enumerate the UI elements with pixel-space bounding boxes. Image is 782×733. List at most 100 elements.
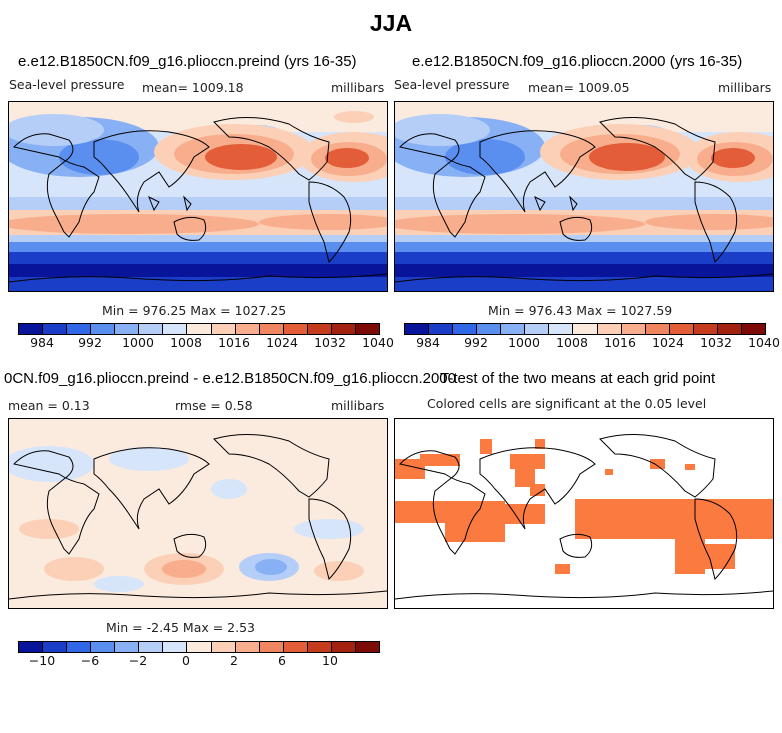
panel1-map (8, 101, 388, 292)
colorbar-cell (259, 324, 284, 334)
colorbar-cell (187, 324, 212, 334)
colorbar-tick-label: 6 (278, 653, 286, 668)
panel3-colorbar (18, 641, 380, 653)
panel2-map-svg (395, 102, 773, 291)
colorbar-cell (19, 642, 44, 652)
panel2-colorbar (404, 323, 766, 335)
panel2-units: millibars (718, 80, 772, 95)
colorbar-tick-label: 1008 (556, 335, 588, 350)
colorbar-tick-label: 1032 (314, 335, 346, 350)
colorbar-cell (283, 324, 308, 334)
panel4-title: T-test of the two means at each grid poi… (440, 370, 716, 387)
panel2-colorbar-labels: 984 992 1000 1008 1016 1024 1032 1040 (404, 335, 780, 351)
colorbar-cell (139, 642, 164, 652)
colorbar-cell (307, 324, 332, 334)
colorbar-tick-label: 10 (322, 653, 338, 668)
significant-cells (395, 439, 773, 574)
panel2-mean: mean= 1009.05 (528, 80, 630, 95)
panel1-minmax: Min = 976.25 Max = 1027.25 (102, 303, 287, 318)
panel2-map (394, 101, 774, 292)
panel3-mean: mean = 0.13 (8, 398, 90, 413)
colorbar-tick-label: 1016 (604, 335, 636, 350)
panel3-map-svg (9, 419, 387, 608)
colorbar-cell (235, 324, 260, 334)
colorbar-tick-label: 1032 (700, 335, 732, 350)
panel2-minmax: Min = 976.43 Max = 1027.59 (488, 303, 673, 318)
panel3-title: 0CN.f09_g16.plioccn.preind - e.e12.B1850… (4, 370, 456, 387)
colorbar-cell (19, 324, 44, 334)
colorbar-cell (67, 642, 92, 652)
colorbar-cell (669, 324, 694, 334)
colorbar-cell (91, 324, 116, 334)
colorbar-tick-label: 992 (464, 335, 488, 350)
panel3-minmax: Min = -2.45 Max = 2.53 (106, 620, 256, 635)
colorbar-cell (187, 642, 212, 652)
colorbar-cell (163, 642, 188, 652)
panel4-subtitle: Colored cells are significant at the 0.0… (427, 396, 707, 411)
panel1-title: e.e12.B1850CN.f09_g16.plioccn.preind (yr… (18, 53, 357, 70)
panel1-mean: mean= 1009.18 (142, 80, 244, 95)
colorbar-cell (429, 324, 454, 334)
colorbar-cell (307, 642, 332, 652)
panel1-colorbar (18, 323, 380, 335)
colorbar-cell (355, 642, 379, 652)
colorbar-cell (477, 324, 502, 334)
panel1-units: millibars (331, 80, 385, 95)
colorbar-cell (67, 324, 92, 334)
panel4-map (394, 418, 774, 609)
panel2-variable: Sea-level pressure (394, 77, 510, 92)
panel4-map-svg (395, 419, 773, 608)
colorbar-tick-label: 1024 (652, 335, 684, 350)
colorbar-cell (597, 324, 622, 334)
panel1-variable: Sea-level pressure (9, 77, 125, 92)
colorbar-tick-label: 992 (78, 335, 102, 350)
colorbar-cell (453, 324, 478, 334)
colorbar-cell (283, 642, 308, 652)
colorbar-tick-label: −2 (128, 653, 148, 668)
colorbar-tick-label: 1008 (170, 335, 202, 350)
colorbar-cell (573, 324, 598, 334)
colorbar-cell (331, 324, 356, 334)
colorbar-cell (331, 642, 356, 652)
colorbar-cell (525, 324, 550, 334)
colorbar-cell (91, 642, 116, 652)
colorbar-tick-label: 0 (182, 653, 190, 668)
colorbar-tick-label: 2 (230, 653, 238, 668)
colorbar-cell (741, 324, 765, 334)
panel1-map-svg (9, 102, 387, 291)
colorbar-cell (235, 642, 260, 652)
colorbar-tick-label: 1000 (508, 335, 540, 350)
colorbar-tick-label: 1024 (266, 335, 298, 350)
colorbar-cell (549, 324, 574, 334)
panel3-rmse: rmse = 0.58 (175, 398, 253, 413)
colorbar-tick-label: 1040 (362, 335, 394, 350)
panel1-colorbar-labels: 984 992 1000 1008 1016 1024 1032 1040 (18, 335, 394, 351)
colorbar-cell (693, 324, 718, 334)
colorbar-cell (405, 324, 430, 334)
panel2-title: e.e12.B1850CN.f09_g16.plioccn.2000 (yrs … (412, 53, 743, 70)
panel3-map (8, 418, 388, 609)
colorbar-tick-label: −6 (80, 653, 100, 668)
colorbar-tick-label: 1040 (748, 335, 780, 350)
figure-title: JJA (369, 10, 413, 36)
panel3-colorbar-labels: −10 −6 −2 0 2 6 10 (18, 653, 378, 669)
colorbar-cell (355, 324, 379, 334)
colorbar-cell (211, 324, 236, 334)
colorbar-tick-label: 984 (416, 335, 440, 350)
colorbar-cell (645, 324, 670, 334)
colorbar-cell (115, 324, 140, 334)
colorbar-cell (115, 642, 140, 652)
colorbar-cell (259, 642, 284, 652)
colorbar-cell (717, 324, 742, 334)
colorbar-tick-label: 1000 (122, 335, 154, 350)
colorbar-tick-label: −10 (28, 653, 56, 668)
colorbar-cell (211, 642, 236, 652)
colorbar-cell (43, 324, 68, 334)
colorbar-cell (621, 324, 646, 334)
colorbar-cell (43, 642, 68, 652)
colorbar-tick-label: 984 (30, 335, 54, 350)
colorbar-cell (501, 324, 526, 334)
colorbar-tick-label: 1016 (218, 335, 250, 350)
colorbar-cell (163, 324, 188, 334)
panel3-units: millibars (331, 398, 385, 413)
